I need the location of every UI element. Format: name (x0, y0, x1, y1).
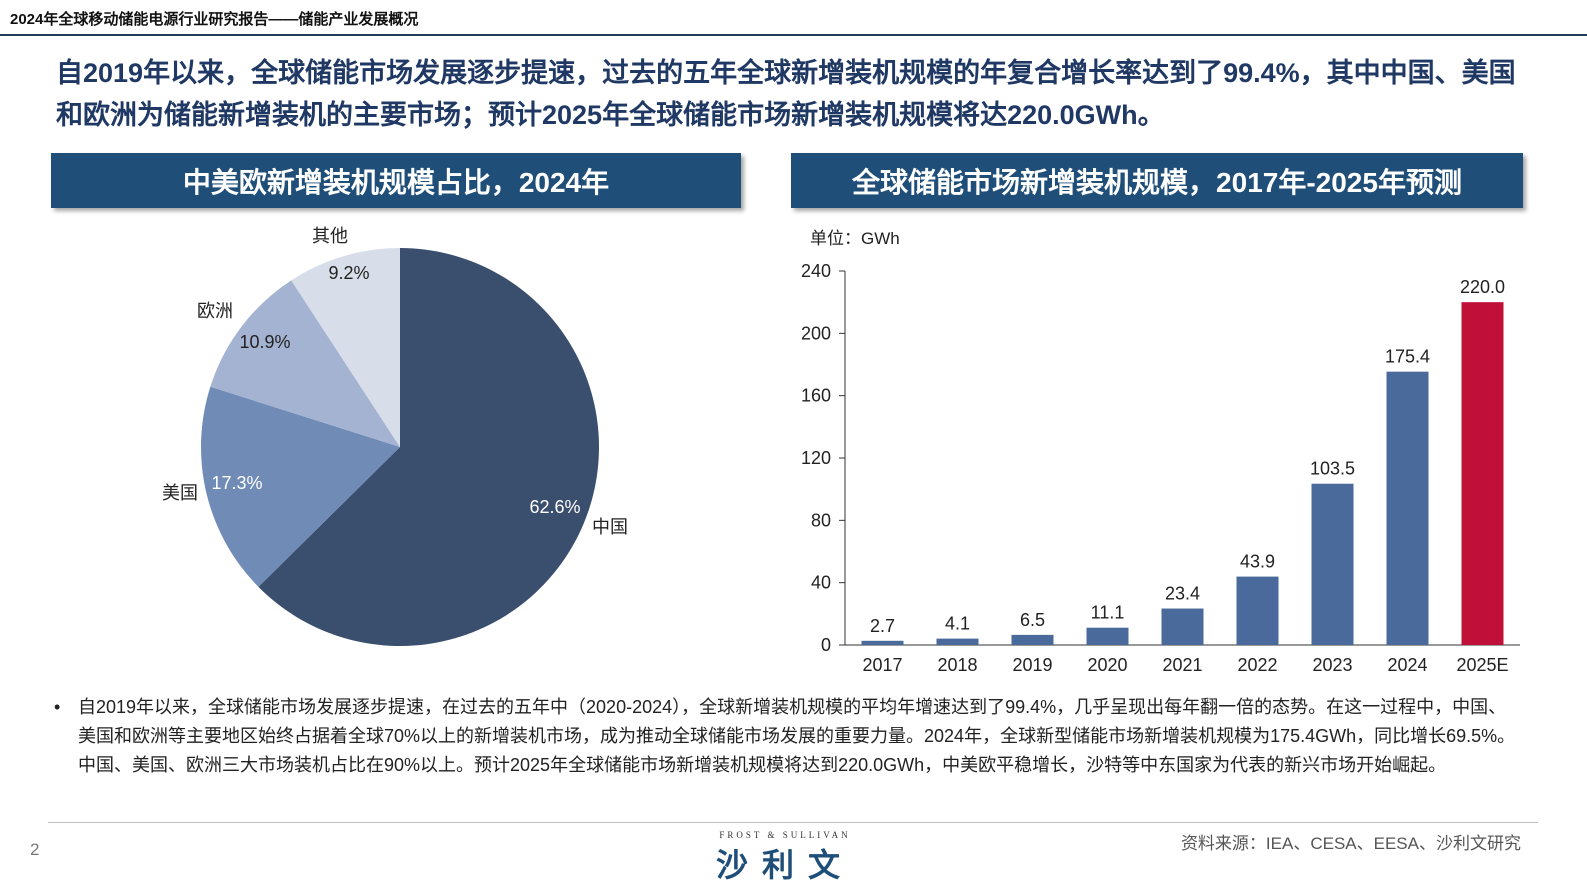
bullet-item: 自2019年以来，全球储能市场发展逐步提速，在过去的五年中（2020-2024）… (78, 697, 1516, 775)
page-number: 2 (30, 840, 40, 859)
bar-value-label: 11.1 (1091, 603, 1125, 623)
pie-value-label: 10.9% (239, 332, 290, 352)
footer-divider (48, 822, 1538, 823)
x-tick-label: 2024 (1387, 655, 1427, 675)
source-note: 资料来源：IEA、CESA、EESA、沙利文研究 (1180, 834, 1521, 853)
y-tick-label: 120 (801, 448, 831, 468)
bar-value-label: 220.0 (1460, 277, 1505, 297)
page-headline: 自2019年以来，全球储能市场发展逐步提速，过去的五年全球新增装机规模的年复合增… (56, 58, 1516, 130)
logo-english: FROST & SULLIVAN (719, 830, 851, 840)
bullet-marker: • (54, 697, 61, 717)
pie-value-label: 9.2% (328, 263, 369, 283)
pie-chart: 62.6% 中国 17.3% 美国 10.9% 欧洲 9.2% 其他 (162, 226, 628, 646)
pie-slice (291, 248, 400, 447)
bar-value-label: 2.7 (870, 616, 895, 636)
bar-value-label: 6.5 (1020, 610, 1045, 630)
y-tick-label: 80 (811, 510, 831, 530)
pie-slice (210, 280, 400, 447)
bullet-list: • 自2019年以来，全球储能市场发展逐步提速，在过去的五年中（2020-202… (54, 693, 1524, 780)
bar-chart: 0 40 80 120 160 200 240 2.7 2017 4.1 2018 6.5 2019 11… (801, 261, 1520, 675)
pie-category-label: 中国 (592, 517, 628, 537)
pie-category-label: 欧洲 (197, 301, 233, 321)
bar (1461, 302, 1504, 645)
bar-panel-title: 全球储能市场新增装机规模，2017年-2025年预测 (791, 153, 1523, 208)
bar (1311, 483, 1354, 645)
x-tick-label: 2021 (1162, 655, 1202, 675)
y-tick-label: 200 (801, 323, 831, 343)
x-tick-label: 2017 (862, 655, 902, 675)
x-tick-label: 2025E (1456, 655, 1508, 675)
document-title: 2024年全球移动储能电源行业研究报告——储能产业发展概况 (10, 11, 419, 28)
pie-value-label: 17.3% (211, 473, 262, 493)
x-tick-label: 2023 (1312, 655, 1352, 675)
bar (1386, 371, 1429, 645)
pie-panel-title: 中美欧新增装机规模占比，2024年 (51, 153, 741, 208)
bar (1236, 576, 1279, 645)
pie-value-label: 62.6% (529, 497, 580, 517)
header-divider (0, 34, 1587, 36)
logo-chinese: 沙利文 (715, 847, 854, 883)
pie-category-label: 其他 (312, 226, 348, 246)
y-tick-label: 240 (801, 261, 831, 281)
x-tick-label: 2022 (1237, 655, 1277, 675)
bar (861, 640, 904, 645)
bar (1086, 627, 1129, 645)
x-tick-label: 2018 (937, 655, 977, 675)
bar-value-label: 175.4 (1385, 347, 1430, 367)
bar (1011, 634, 1054, 645)
pie-slice (201, 386, 400, 587)
bar-value-label: 103.5 (1310, 459, 1355, 479)
pie-slice (258, 248, 599, 646)
pie-category-label: 美国 (162, 483, 198, 503)
x-tick-label: 2019 (1012, 655, 1052, 675)
bar (1161, 608, 1204, 645)
bar-value-label: 23.4 (1165, 584, 1200, 604)
y-tick-label: 0 (821, 635, 831, 655)
y-tick-label: 40 (811, 573, 831, 593)
bar-value-label: 43.9 (1240, 552, 1275, 572)
bar (936, 638, 979, 645)
y-tick-label: 160 (801, 386, 831, 406)
chart-unit-label: 单位：GWh (810, 229, 900, 248)
x-tick-label: 2020 (1087, 655, 1127, 675)
bar-value-label: 4.1 (945, 614, 970, 634)
